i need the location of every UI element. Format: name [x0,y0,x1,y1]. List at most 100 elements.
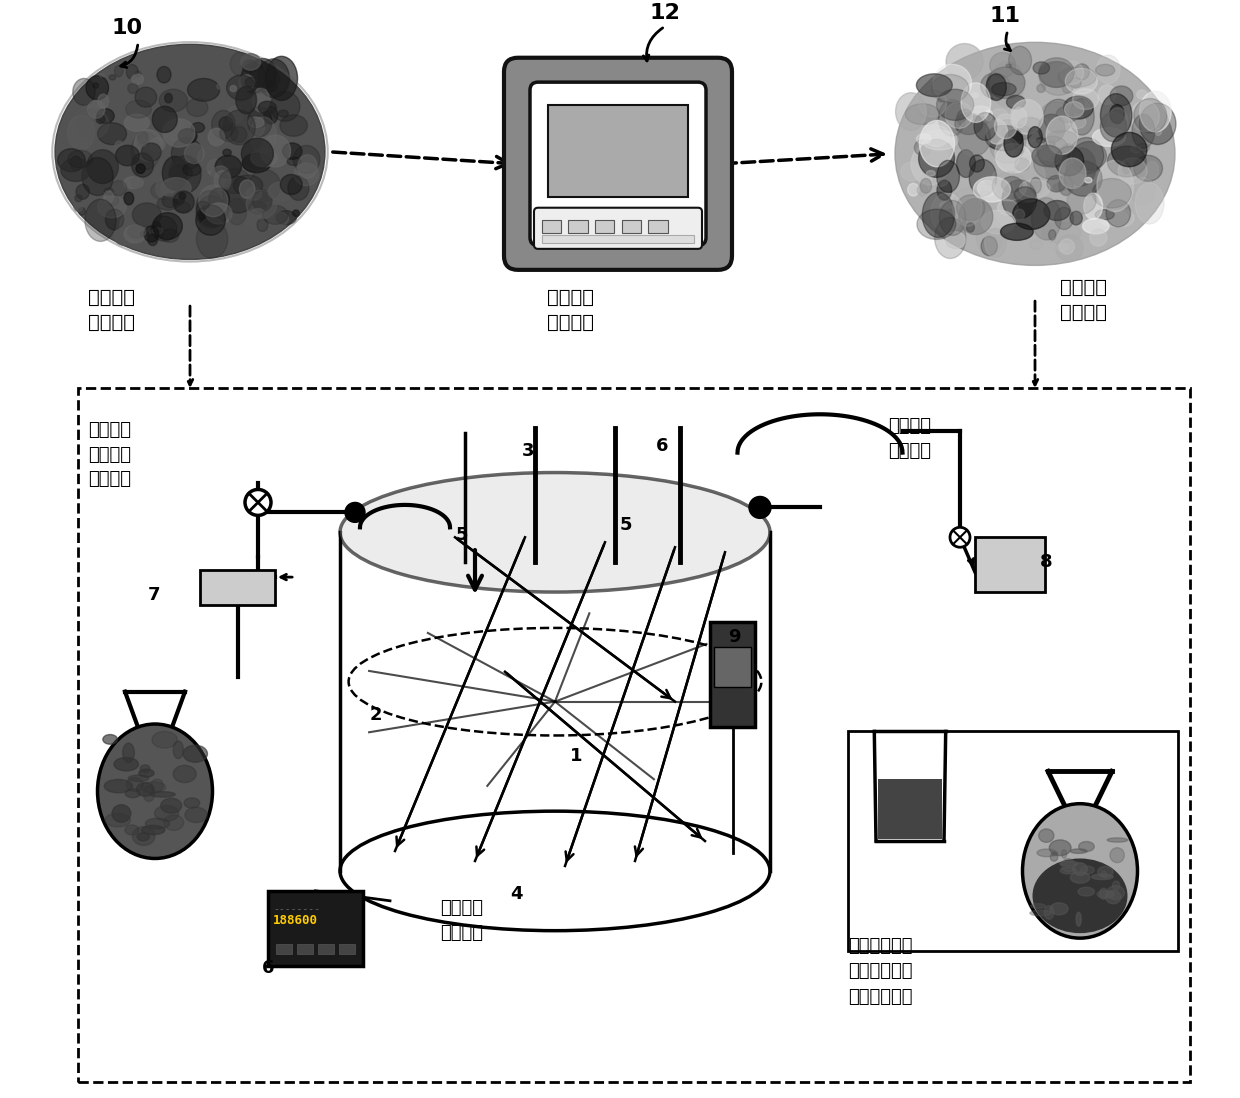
Ellipse shape [945,143,959,150]
Ellipse shape [288,176,309,200]
Ellipse shape [936,160,960,192]
Ellipse shape [165,93,172,103]
Ellipse shape [97,109,114,123]
Ellipse shape [1131,101,1159,132]
Ellipse shape [196,205,226,235]
Ellipse shape [131,75,144,85]
Ellipse shape [972,107,991,115]
Ellipse shape [184,798,200,808]
Ellipse shape [1027,139,1042,149]
Ellipse shape [249,116,277,153]
FancyBboxPatch shape [529,82,706,246]
Ellipse shape [241,63,265,93]
Ellipse shape [196,220,228,258]
Ellipse shape [931,75,968,102]
Ellipse shape [939,98,945,102]
Ellipse shape [1084,193,1102,220]
Ellipse shape [162,116,184,141]
Ellipse shape [1092,127,1126,146]
Ellipse shape [160,229,179,243]
Ellipse shape [1061,144,1075,156]
Ellipse shape [126,65,138,79]
Ellipse shape [250,115,267,127]
Ellipse shape [219,169,250,193]
Ellipse shape [957,109,973,126]
Ellipse shape [1030,139,1054,160]
Ellipse shape [1074,64,1090,80]
Ellipse shape [1065,68,1097,94]
Ellipse shape [298,155,317,179]
Ellipse shape [280,115,308,136]
Ellipse shape [988,120,1025,164]
Ellipse shape [1002,180,1037,219]
Ellipse shape [981,210,1016,234]
Ellipse shape [1039,829,1054,842]
Ellipse shape [1099,210,1128,226]
Ellipse shape [157,197,179,210]
Ellipse shape [244,116,264,138]
Ellipse shape [135,71,141,78]
Ellipse shape [74,201,83,212]
Ellipse shape [68,150,93,168]
Ellipse shape [125,825,139,834]
Ellipse shape [936,109,947,123]
Ellipse shape [107,194,119,205]
Ellipse shape [1092,179,1131,208]
Ellipse shape [1019,180,1050,198]
Ellipse shape [228,105,243,123]
Ellipse shape [105,210,124,229]
Bar [339,944,355,954]
Ellipse shape [267,212,289,226]
Ellipse shape [248,59,267,71]
Ellipse shape [900,163,923,181]
Ellipse shape [1014,209,1024,220]
Ellipse shape [105,814,130,827]
Ellipse shape [258,59,289,98]
Ellipse shape [1037,85,1045,92]
Ellipse shape [1073,863,1087,875]
Ellipse shape [162,194,177,208]
Ellipse shape [1047,131,1078,148]
Ellipse shape [919,139,955,177]
Ellipse shape [1044,906,1054,919]
Ellipse shape [1039,61,1074,88]
Ellipse shape [124,177,143,189]
Ellipse shape [1069,137,1104,173]
Ellipse shape [215,170,231,191]
Ellipse shape [277,211,296,225]
Ellipse shape [1056,107,1079,123]
Ellipse shape [252,88,269,112]
Ellipse shape [986,74,1007,100]
Text: --------: -------- [273,904,320,914]
Ellipse shape [1043,99,1074,133]
Ellipse shape [956,195,985,221]
Ellipse shape [1060,61,1084,85]
Ellipse shape [940,201,966,235]
Ellipse shape [916,210,956,239]
Ellipse shape [155,806,179,821]
Ellipse shape [98,195,126,217]
Ellipse shape [249,169,280,201]
Ellipse shape [82,158,113,195]
Ellipse shape [219,125,238,142]
Ellipse shape [185,217,192,227]
Ellipse shape [1073,89,1099,110]
Ellipse shape [161,178,191,199]
Ellipse shape [1047,142,1055,148]
Text: 188600: 188600 [273,915,317,928]
Ellipse shape [155,143,164,153]
Ellipse shape [1039,61,1078,96]
Text: 溢油风化: 溢油风化 [440,899,484,917]
Ellipse shape [78,208,86,215]
Ellipse shape [1042,222,1081,244]
Ellipse shape [124,114,149,132]
Ellipse shape [1058,67,1096,87]
Ellipse shape [1002,177,1022,192]
Ellipse shape [939,100,966,136]
Ellipse shape [258,101,277,114]
Text: 分析模块: 分析模块 [888,441,931,460]
Ellipse shape [169,156,201,193]
Ellipse shape [1063,85,1073,93]
Ellipse shape [1078,887,1095,896]
Ellipse shape [241,54,260,70]
